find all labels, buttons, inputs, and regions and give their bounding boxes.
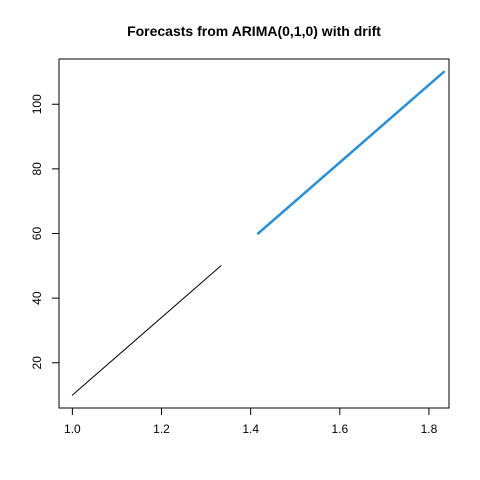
observed-series-line [71,265,222,396]
forecast-series-line [256,70,446,235]
chart-title: Forecasts from ARIMA(0,1,0) with drift [127,23,381,39]
x-tick-label: 1.8 [421,422,438,436]
x-tick-label: 1.2 [153,422,170,436]
y-axis: 20 40 60 80 100 [30,94,60,370]
x-tick-label: 1.6 [331,422,348,436]
x-axis: 1.0 1.2 1.4 1.6 1.8 [64,407,438,436]
y-tick-label: 20 [30,356,44,370]
y-tick-label: 40 [30,291,44,305]
y-tick-label: 80 [30,162,44,176]
y-tick-label: 60 [30,227,44,241]
series-layer [71,70,446,396]
y-tick-label: 100 [30,94,44,114]
x-tick-label: 1.0 [64,422,81,436]
x-tick-label: 1.4 [242,422,259,436]
